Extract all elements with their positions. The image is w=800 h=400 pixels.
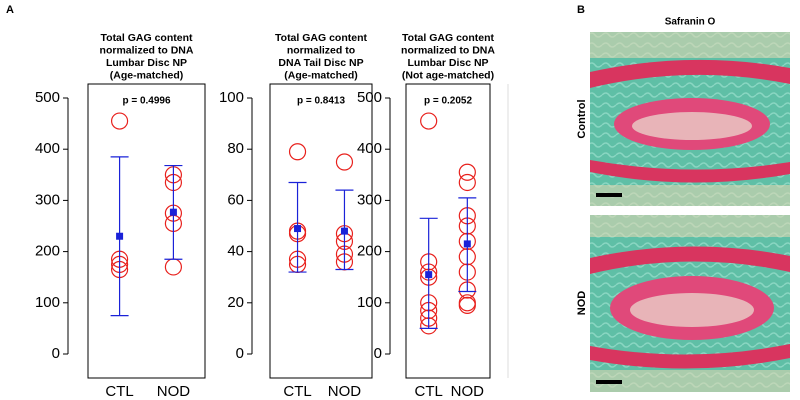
chart-title: Lumbar Disc NP (106, 57, 187, 69)
chart-title: Total GAG content (402, 32, 494, 44)
mean-marker (169, 208, 177, 216)
chart-title: normalized to DNA (100, 44, 194, 56)
annotation: p = 0.2052 (424, 96, 473, 107)
chart-title: normalized to DNA (401, 44, 495, 56)
mean-marker (340, 227, 348, 235)
mean-marker (294, 225, 302, 233)
y-tick-label: 20 (227, 294, 244, 311)
y-tick-label: 0 (52, 345, 60, 362)
panel-label: B (577, 4, 585, 16)
mean-marker (463, 240, 471, 248)
mean-marker (116, 232, 124, 240)
data-point (110, 112, 129, 130)
y-tick-label: 200 (35, 243, 60, 260)
y-tick-label: 400 (357, 140, 382, 157)
y-tick-label: 300 (35, 191, 60, 208)
y-tick-label: 0 (236, 345, 244, 362)
x-tick-label: CTL (415, 383, 443, 400)
x-tick-label: CTL (105, 383, 133, 400)
y-tick-label: 300 (357, 191, 382, 208)
x-tick-label: NOD (451, 383, 485, 400)
data-point (458, 296, 476, 314)
image-title: Safranin O (665, 17, 716, 28)
data-point (335, 153, 354, 171)
y-tick-label: 60 (227, 191, 244, 208)
x-tick-label: NOD (328, 383, 362, 400)
annotation: p = 0.8413 (297, 96, 346, 107)
y-tick-label: 100 (219, 89, 244, 106)
x-tick-label: CTL (283, 383, 311, 400)
chart-title: DNA Tail Disc NP (278, 57, 363, 69)
row-label: Control (576, 99, 588, 138)
plot-frame (87, 83, 206, 379)
data-point (288, 143, 307, 161)
y-tick-label: 500 (35, 89, 60, 106)
row-label: NOD (576, 291, 588, 316)
plot-frame (405, 83, 491, 379)
chart-title: (Age-matched) (110, 69, 184, 81)
y-tick-label: 80 (227, 140, 244, 157)
y-tick-label: 500 (357, 89, 382, 106)
data-point (164, 258, 183, 276)
y-tick-label: 100 (35, 294, 60, 311)
chart-title: (Not age-matched) (402, 69, 494, 81)
y-tick-label: 400 (35, 140, 60, 157)
y-tick-label: 0 (374, 345, 382, 362)
data-point (458, 163, 476, 181)
chart-title: Total GAG content (275, 32, 367, 44)
histology-image (590, 215, 790, 392)
data-point (458, 173, 476, 192)
data-point (420, 112, 438, 130)
y-tick-label: 200 (357, 243, 382, 260)
y-tick-label: 40 (227, 243, 244, 260)
chart-title: Total GAG content (101, 32, 193, 44)
panel-label: A (6, 4, 14, 16)
histology-image (590, 32, 790, 206)
x-tick-label: NOD (157, 383, 191, 400)
annotation: p = 0.4996 (122, 96, 171, 107)
plot-frame (269, 83, 373, 379)
chart-title: (Age-matched) (284, 69, 358, 81)
mean-marker (425, 271, 433, 279)
y-tick-label: 100 (357, 294, 382, 311)
chart-title: normalized to (287, 44, 355, 56)
chart-title: Lumbar Disc NP (407, 57, 488, 69)
